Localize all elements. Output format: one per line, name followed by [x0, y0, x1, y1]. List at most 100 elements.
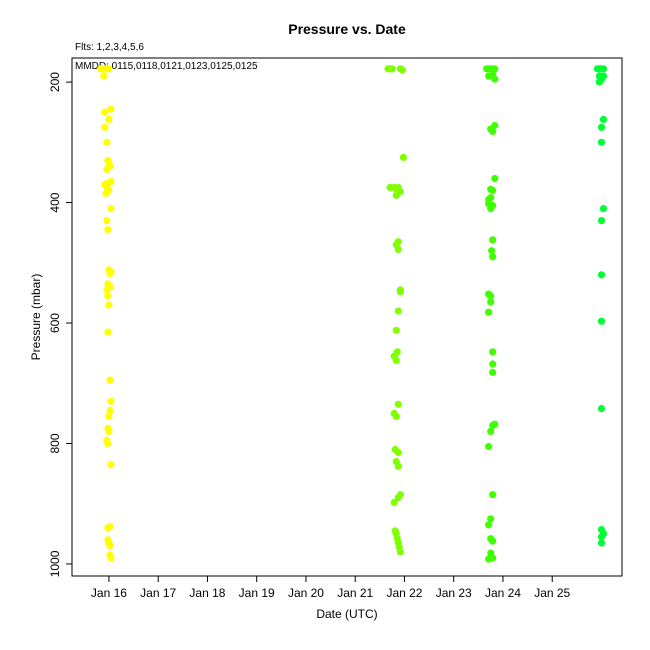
plot-frame [71, 57, 623, 577]
data-point [485, 308, 493, 316]
data-point [392, 326, 400, 334]
data-point [101, 108, 109, 116]
x-tick-label: Jan 22 [386, 586, 422, 600]
data-point [104, 292, 112, 300]
series-2 [384, 65, 407, 556]
data-point [103, 286, 111, 294]
data-point [489, 236, 497, 244]
data-point [485, 290, 493, 298]
series-4 [593, 65, 608, 547]
x-tick-label: Jan 18 [189, 586, 225, 600]
data-point [107, 554, 115, 562]
y-tick-label: 200 [48, 72, 62, 92]
data-point [491, 75, 499, 83]
data-point [106, 523, 114, 531]
data-point [487, 185, 495, 193]
data-point [103, 217, 111, 225]
data-point [489, 491, 497, 499]
x-tick-label: Jan 25 [534, 586, 570, 600]
x-axis: Jan 16 Jan 17 Jan 18 Jan 19 Jan 20 Jan 21 Jan … [91, 576, 571, 600]
data-point [396, 548, 404, 556]
data-point [491, 420, 499, 428]
x-axis-label: Date (UTC) [316, 607, 377, 621]
data-point [597, 405, 606, 413]
data-point [394, 462, 402, 470]
data-point [392, 191, 400, 199]
data-point [394, 245, 402, 254]
data-point [106, 270, 114, 278]
x-tick-label: Jan 24 [485, 586, 521, 600]
data-point [489, 348, 497, 356]
data-point [390, 498, 398, 507]
data-point [599, 65, 608, 73]
data-point [105, 427, 113, 435]
data-point [104, 226, 112, 234]
data-point [100, 72, 108, 80]
y-tick-label: 800 [48, 433, 62, 453]
data-point [392, 412, 400, 420]
data-point [597, 217, 606, 225]
data-point [107, 397, 115, 405]
data-point [106, 376, 114, 384]
data-point [106, 406, 114, 414]
data-point [487, 194, 495, 202]
series-1 [97, 65, 115, 562]
chart-title: Pressure vs. Date [288, 21, 406, 37]
data-point [394, 307, 402, 315]
data-point [597, 317, 606, 325]
y-axis: 200 400 600 800 1000 [48, 72, 72, 577]
data-point [399, 153, 407, 161]
data-point [394, 448, 402, 457]
data-point [485, 555, 493, 563]
y-tick-label: 1000 [48, 550, 62, 577]
x-tick-label: Jan 17 [140, 586, 176, 600]
data-point [105, 115, 113, 123]
data-point [491, 65, 499, 73]
x-tick-label: Jan 23 [436, 586, 472, 600]
data-point [485, 521, 493, 529]
data-point [105, 65, 113, 73]
data-point [104, 439, 112, 448]
data-point [595, 78, 604, 86]
data-point [104, 328, 112, 336]
data-point [489, 360, 497, 368]
data-point [107, 461, 115, 469]
data-point [599, 530, 608, 538]
data-point [388, 65, 396, 73]
mmdd-label: MMDD: 0115,0118,0121,0123,0125,0125 [75, 61, 258, 72]
data-point [489, 537, 497, 545]
series-3 [483, 65, 499, 563]
data-point [491, 174, 499, 183]
data-point [107, 105, 115, 113]
data-point [599, 205, 608, 213]
data-point [597, 539, 606, 547]
data-point [105, 301, 113, 309]
data-point [599, 115, 608, 123]
data-point [394, 494, 402, 502]
y-tick-label: 400 [48, 192, 62, 212]
data-point [597, 138, 606, 146]
data-point [102, 189, 110, 198]
data-point [489, 202, 497, 210]
data-point [396, 288, 404, 296]
data-point [103, 165, 111, 173]
x-tick-label: Jan 20 [288, 586, 324, 600]
data-point [101, 123, 109, 131]
data-point [103, 138, 111, 146]
data-point [485, 442, 493, 451]
data-point [489, 253, 497, 261]
x-tick-label: Jan 19 [239, 586, 275, 600]
y-tick-label: 600 [48, 313, 62, 333]
data-point [491, 121, 499, 130]
flights-label: Flts: 1,2,3,4,5,6 [75, 42, 144, 53]
data-point [394, 400, 402, 408]
data-point [392, 356, 400, 364]
data-point [488, 247, 496, 255]
x-tick-label: Jan 21 [337, 586, 373, 600]
data-point [487, 427, 495, 435]
data-point [106, 542, 114, 550]
data-point [398, 66, 406, 74]
data-point [597, 123, 606, 131]
data-point [105, 412, 113, 420]
